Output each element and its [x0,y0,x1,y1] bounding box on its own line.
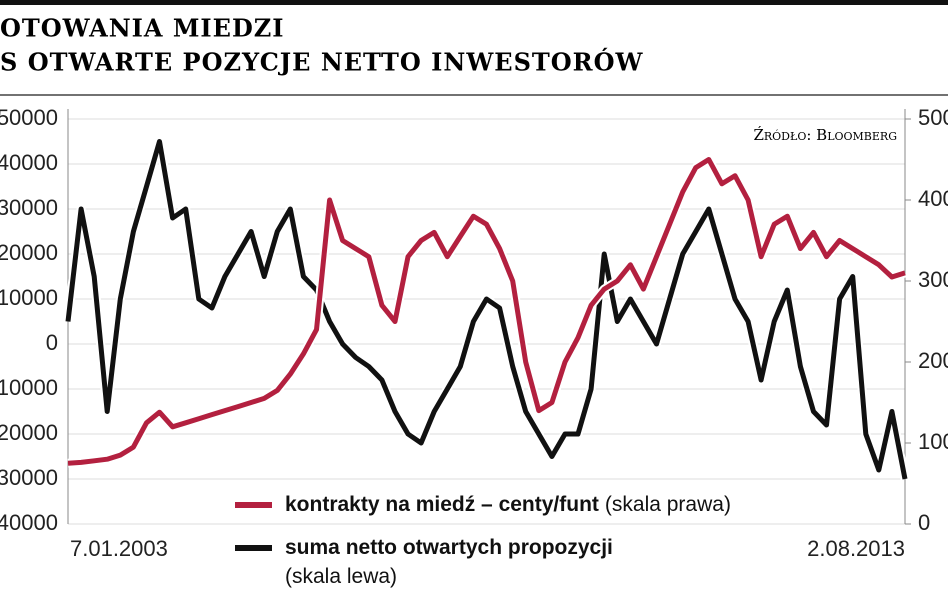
y2-tick-label: 500 [918,105,948,130]
y2-tick-label: 0 [918,510,930,535]
y2-tick-label: 200 [918,348,948,373]
x-tick-label: 7.01.2003 [70,536,168,561]
legend-scale: (skala prawa) [605,493,731,516]
y2-tick-label: 400 [918,186,948,211]
y-tick-label: 50000 [0,105,58,130]
y-tick-label: 40000 [0,150,58,175]
top-border [0,0,948,5]
y-tick-label: 30000 [0,195,58,220]
legend-scale: (skala lewa) [285,565,397,588]
series-line [67,157,906,466]
y-tick-label: -30000 [0,465,58,490]
chart-title: OTOWANIA MIEDZI [0,14,285,43]
y-tick-label: 10000 [0,285,58,310]
y-tick-label: -40000 [0,510,58,535]
legend-label: kontrakty na miedź – centy/funt (skala pr… [285,493,731,516]
y-tick-label: 20000 [0,240,58,265]
y-tick-label: -10000 [0,375,58,400]
legend-label: suma netto otwartych propozycji (skala le… [285,536,613,588]
x-tick-label: 2.08.2013 [807,536,905,561]
y2-tick-label: 100 [918,429,948,454]
chart-subtitle: S OTWARTE POZYCJE NETTO INWESTORÓW [0,48,644,77]
series-line [65,139,908,480]
y2-tick-label: 300 [918,267,948,292]
y-tick-label: 0 [46,330,58,355]
legend-name: kontrakty na miedź – centy/funt [285,493,599,516]
legend-name: suma netto otwartych propozycji [285,536,613,559]
source: Źródło: Bloomberg [753,126,897,144]
y-tick-label: -20000 [0,420,58,445]
